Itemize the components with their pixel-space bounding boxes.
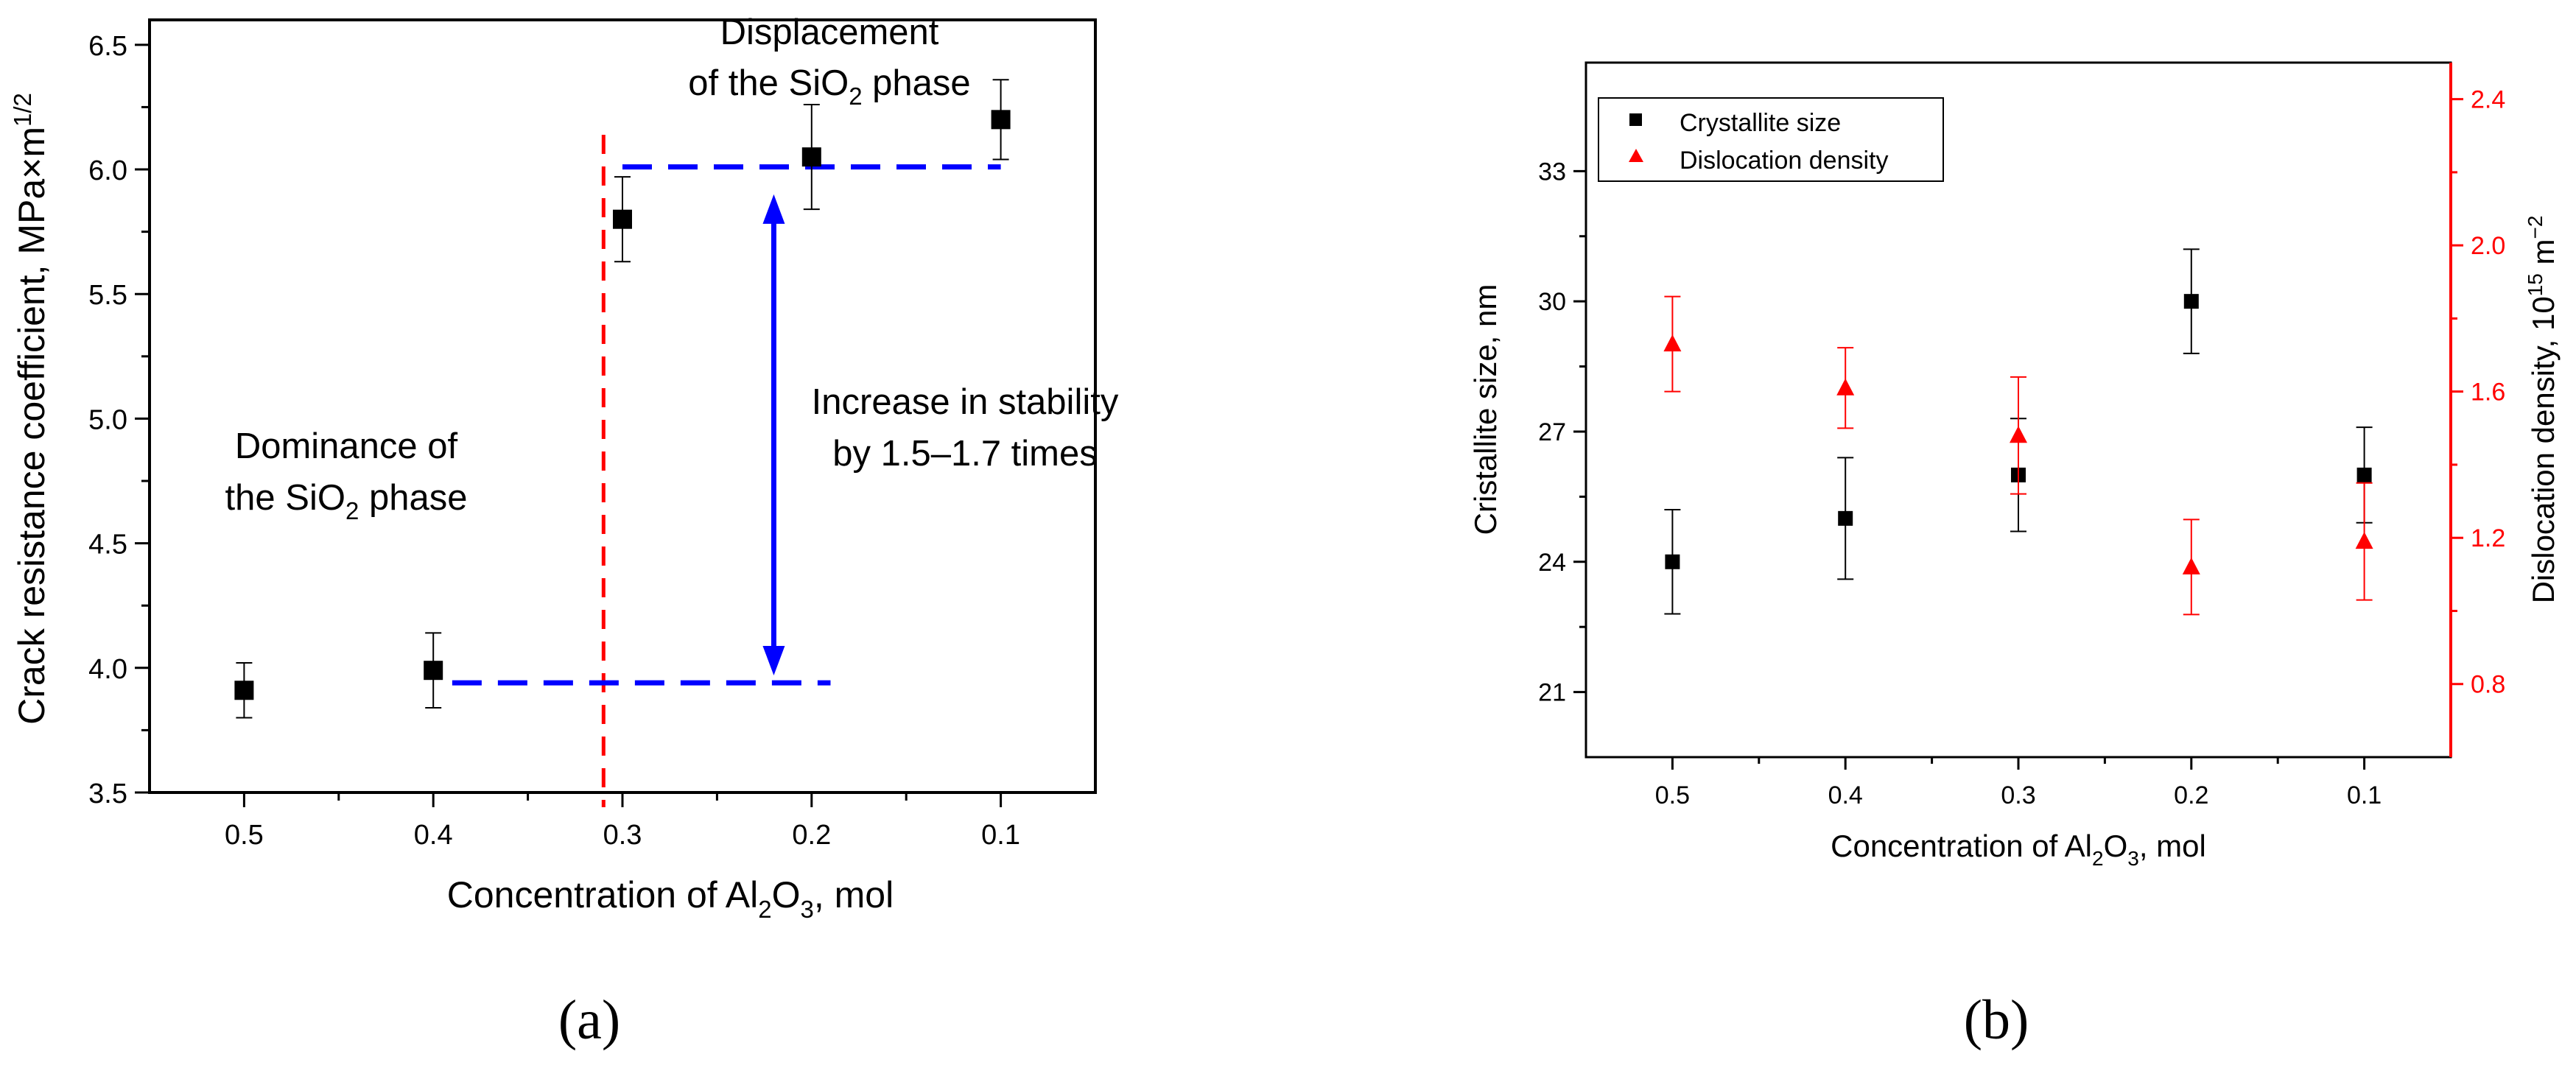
x-tick-label: 0.4 <box>1828 781 1863 809</box>
panel-b-y2-axis-title: Dislocation density, 1015 m−2 <box>2524 216 2561 604</box>
x-tick-label: 0.1 <box>2347 781 2382 809</box>
y-tick-label: 30 <box>1538 288 1566 316</box>
x-tick-label: 0.2 <box>792 820 831 851</box>
panel-b-legend: Crystallite size Dislocation density <box>1598 97 1944 182</box>
panel-b-data-marks <box>1663 248 2373 616</box>
y-tick-label: 6.0 <box>88 155 127 186</box>
x-tick-label: 0.4 <box>414 820 453 851</box>
y2-tick-label: 1.2 <box>2471 524 2505 552</box>
annotation-dominance-line2: the SiO2 phase <box>225 478 468 524</box>
legend-triangle-icon <box>1629 149 1643 162</box>
x-tick-label: 0.2 <box>2174 781 2208 809</box>
y2-tick-label: 2.4 <box>2471 86 2505 114</box>
data-point-triangle <box>1836 378 1855 396</box>
panel-b-label: (b) <box>1964 989 2029 1051</box>
y-tick-label: 5.5 <box>88 280 127 311</box>
data-point-triangle <box>2010 426 2027 443</box>
data-point-triangle <box>1663 334 1682 352</box>
y-tick-label: 21 <box>1538 679 1566 707</box>
y-tick-label: 4.5 <box>88 530 127 560</box>
legend-square-icon <box>1629 113 1642 126</box>
data-point-square <box>2183 294 2199 309</box>
annotation-displacement-line1: Displacement <box>720 13 939 52</box>
legend-entry-crystallite: Crystallite size <box>1680 109 1841 137</box>
panel-a-y-axis-title: Crack resistance coefficient, MPa×m1/2 <box>9 93 52 725</box>
panel-a-chart: 3.5 4.0 4.5 5.0 5.5 6.0 6.5 0.5 0.4 0.3 0.2 0.1 Cr… <box>9 13 1119 1051</box>
annotation-dominance-line1: Dominance of <box>235 426 458 466</box>
data-point-square <box>424 661 443 681</box>
y-tick-label: 24 <box>1538 549 1566 577</box>
legend-entry-dislocation: Dislocation density <box>1680 147 1888 175</box>
panel-a-data-marks <box>234 79 1011 719</box>
y-tick-label: 5.0 <box>88 404 127 435</box>
y-tick-label: 27 <box>1538 418 1566 446</box>
data-point-square <box>2356 467 2372 482</box>
x-tick-label: 0.3 <box>603 820 642 851</box>
y2-tick-label: 1.6 <box>2471 379 2505 407</box>
panel-a-label: (a) <box>558 989 620 1051</box>
x-tick-label: 0.1 <box>981 820 1020 851</box>
y-tick-label: 6.5 <box>88 31 127 62</box>
panel-b-y-axis: 21 24 27 30 33 <box>1538 158 1586 707</box>
panel-b-x-axis-title: Concentration of Al2O3, mol <box>1831 829 2206 870</box>
data-point-square <box>613 209 632 229</box>
panel-a-y-axis: 3.5 4.0 4.5 5.0 5.5 6.0 6.5 <box>88 31 150 809</box>
annotation-increase-line2: by 1.5–1.7 times <box>832 434 1098 474</box>
y-tick-label: 33 <box>1538 158 1566 186</box>
stability-arrow-up-head <box>762 194 785 224</box>
data-point-triangle <box>2355 532 2373 549</box>
panel-b-y-axis-title: Cristallite size, nm <box>1468 284 1503 535</box>
annotation-displacement-line2: of the SiO2 phase <box>688 63 970 110</box>
data-point-triangle <box>2182 557 2200 574</box>
data-point-square <box>991 110 1011 130</box>
panel-a-x-axis: 0.5 0.4 0.3 0.2 0.1 <box>225 792 1020 851</box>
x-tick-label: 0.5 <box>1655 781 1690 809</box>
y2-tick-label: 2.0 <box>2471 232 2505 260</box>
panel-b-y2-axis: 0.8 1.2 1.6 2.0 2.4 <box>2451 86 2505 699</box>
y-tick-label: 3.5 <box>88 778 127 809</box>
stability-arrow-down-head <box>762 645 785 675</box>
annotation-increase-line1: Increase in stability <box>812 382 1119 422</box>
y-tick-label: 4.0 <box>88 654 127 685</box>
panel-a-x-axis-title: Concentration of Al2O3, mol <box>447 874 894 923</box>
x-tick-label: 0.5 <box>225 820 264 851</box>
panel-b-x-axis: 0.5 0.4 0.3 0.2 0.1 <box>1655 757 2382 809</box>
data-point-square <box>1665 554 1680 569</box>
x-tick-label: 0.3 <box>2001 781 2035 809</box>
data-point-square <box>801 147 821 167</box>
data-point-square <box>234 681 254 700</box>
data-point-square <box>1838 510 1853 526</box>
legend-frame <box>1598 97 1944 182</box>
y2-tick-label: 0.8 <box>2471 671 2505 699</box>
